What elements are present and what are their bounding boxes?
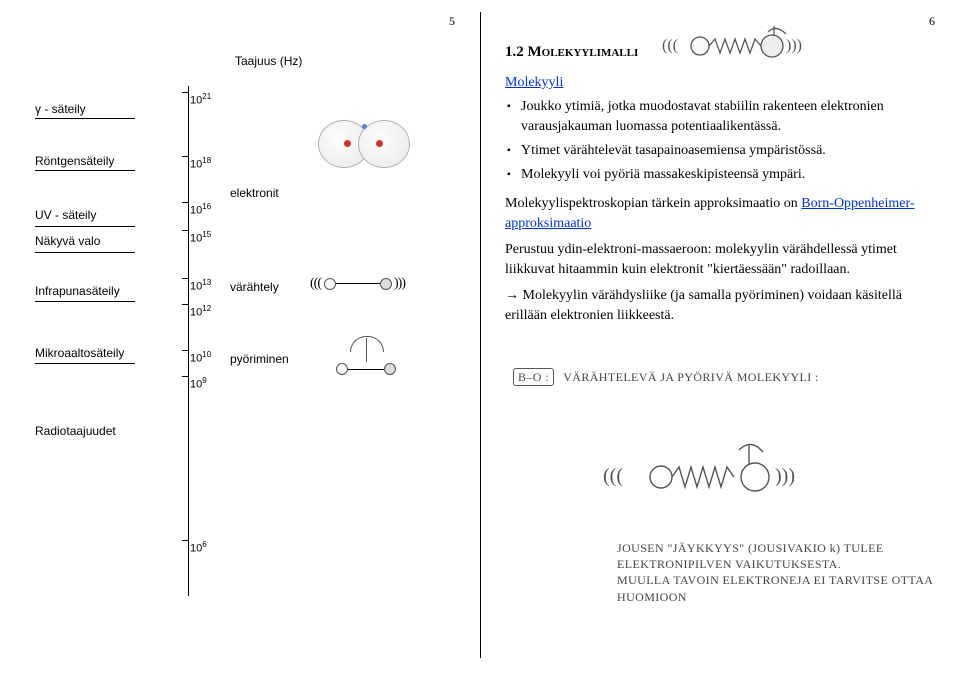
band-rontgen: Röntgensäteily	[35, 154, 145, 168]
svg-text:))): )))	[786, 37, 802, 54]
band-ir: Infrapunasäteily	[35, 284, 145, 298]
svg-text:(((: (((	[603, 465, 623, 487]
frequency-axis-label: Taajuus (Hz)	[235, 54, 302, 68]
process-rotation: pyöriminen	[230, 352, 289, 366]
spring-molecule-icon: ((( )))	[660, 26, 830, 66]
tick-1e9: 109	[190, 376, 207, 391]
para2: Perustuu ydin-elektroni-massaeroon: mole…	[505, 240, 935, 280]
svg-text:))): )))	[775, 465, 795, 487]
molecule-link[interactable]: Molekyyli	[505, 75, 563, 90]
process-electrons: elektronit	[230, 186, 279, 200]
body-text: Molekyyli Joukko ytimiä, jotka muodostav…	[505, 73, 935, 326]
band-uv-line	[35, 226, 135, 227]
bullet-3: Molekyyli voi pyöriä massakeskipisteensä…	[505, 165, 935, 185]
process-vibration: värähtely	[230, 280, 279, 294]
tick-1e16: 1016	[190, 202, 211, 217]
para3: → Molekyylin värähdysliike (ja samalla p…	[505, 286, 935, 326]
hw-note-1: JOUSEN "JÄYKKYYS" (JOUSIVAKIO k) TULEE E…	[617, 540, 937, 572]
page-left: 5 Taajuus (Hz) γ - säteily Röntgensäteil…	[5, 10, 475, 670]
tick-1e12: 1012	[190, 304, 211, 319]
tick-1e18: 1018	[190, 156, 211, 171]
handwriting-notes: JOUSEN "JÄYKKYYS" (JOUSIVAKIO k) TULEE E…	[617, 540, 937, 605]
handwriting-bo: B–O : VÄRÄHTELEVÄ JA PYÖRIVÄ MOLEKYYLI :	[513, 368, 833, 386]
band-ir-line	[35, 301, 135, 302]
hw-bo-tag: B–O :	[513, 368, 554, 386]
band-uv: UV - säteily	[35, 208, 145, 222]
bullet-2: Ytimet värähtelevät tasapainoasemiensa y…	[505, 141, 935, 161]
hw-bo-text: VÄRÄHTELEVÄ JA PYÖRIVÄ MOLEKYYLI :	[563, 370, 819, 384]
page-number-right: 6	[929, 14, 935, 29]
band-microwave: Mikroaaltosäteily	[35, 346, 145, 360]
bullet-1: Joukko ytimiä, jotka muodostavat stabiil…	[505, 97, 935, 137]
band-gamma-line	[35, 118, 135, 119]
page-right: 6 1.2 Molekyylimalli ((( ))) Molekyyli J…	[485, 10, 955, 670]
tick-1e10: 1010	[190, 350, 211, 365]
hw-note-2: MUULLA TAVOIN ELEKTRONEJA EI TARVITSE OT…	[617, 572, 937, 604]
svg-text:(((: (((	[662, 37, 678, 54]
page-divider	[480, 12, 481, 658]
band-visible-line	[35, 252, 135, 253]
page-number-left: 5	[449, 14, 455, 29]
section-title: 1.2 Molekyylimalli	[505, 44, 638, 61]
band-microwave-line	[35, 363, 135, 364]
tick-1e15: 1015	[190, 230, 211, 245]
tick-1e6: 106	[190, 540, 207, 555]
handwriting-spring-diagram: ((( )))	[585, 440, 845, 515]
band-radio: Radiotaajuudet	[35, 424, 145, 438]
electron-orbital-icon	[310, 114, 420, 174]
rotation-icon	[328, 338, 408, 388]
band-rontgen-line	[35, 170, 135, 171]
band-gamma: γ - säteily	[35, 102, 145, 116]
frequency-axis-line	[188, 86, 189, 596]
para1-text: Molekyylispektroskopian tärkein approksi…	[505, 196, 801, 211]
band-visible: Näkyvä valo	[35, 234, 145, 248]
tick-1e21: 1021	[190, 92, 211, 107]
tick-1e13: 1013	[190, 278, 211, 293]
vibration-icon: ((( )))	[310, 276, 430, 300]
